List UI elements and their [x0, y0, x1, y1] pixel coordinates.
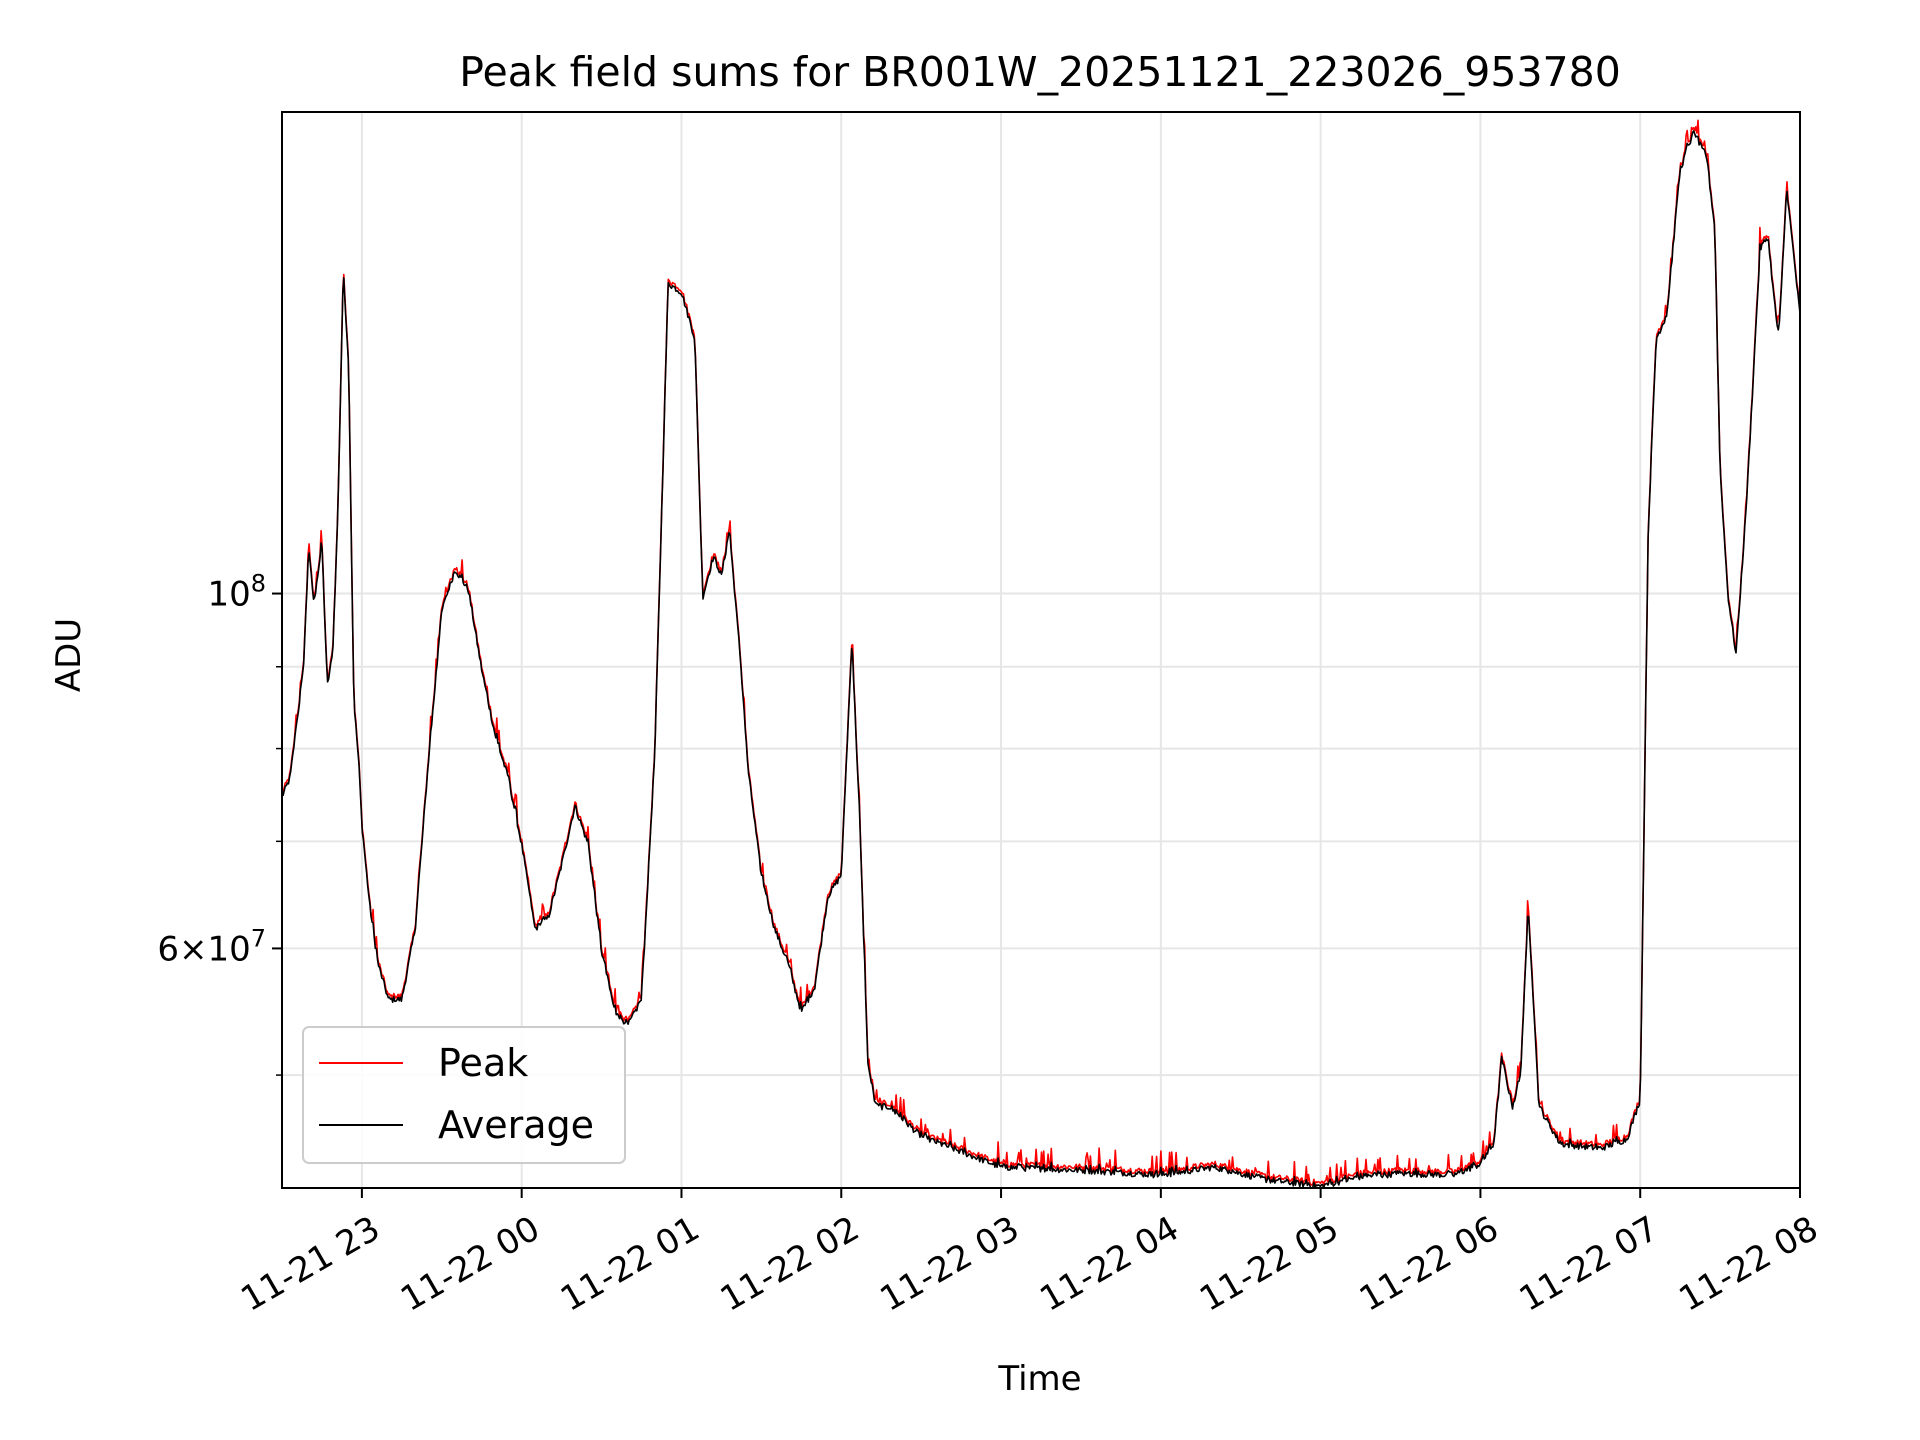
legend-box — [302, 1026, 626, 1164]
y-tick-label: 6×107 — [157, 924, 266, 969]
legend-label-peak: Peak — [438, 1041, 528, 1085]
y-axis-label: ADU — [49, 618, 89, 692]
legend-label-average: Average — [438, 1103, 594, 1147]
series-line-average — [282, 130, 1800, 1188]
x-axis-label: Time — [997, 1359, 1081, 1399]
chart-title: Peak field sums for BR001W_20251121_2230… — [459, 48, 1621, 96]
legend: Peak Average — [302, 1026, 626, 1164]
y-tick-label: 108 — [207, 570, 266, 615]
plot-frame — [281, 111, 1801, 1189]
plot-area — [282, 119, 1800, 1188]
